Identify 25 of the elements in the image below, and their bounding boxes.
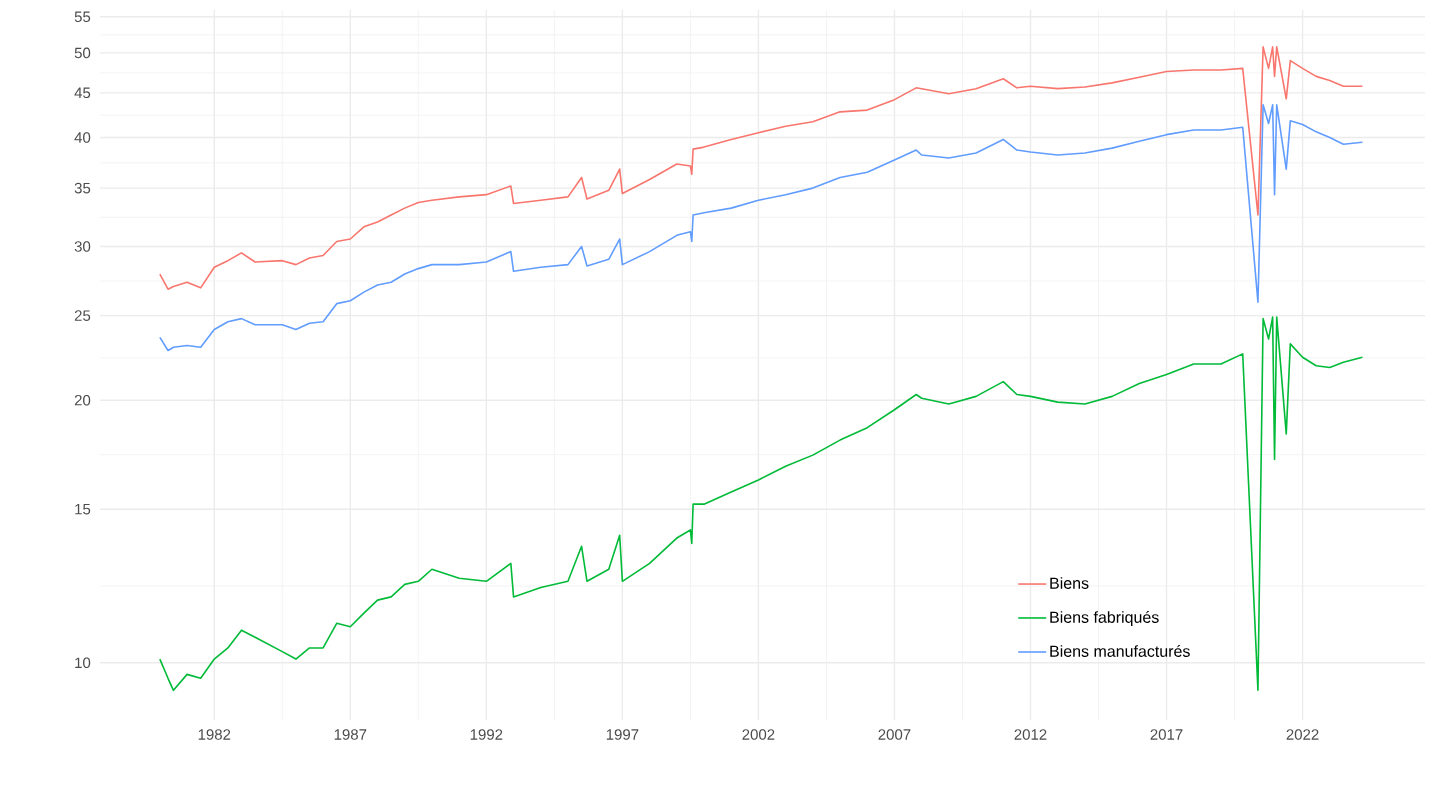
y-tick-label: 15 (75, 503, 91, 515)
x-tick-label: 2007 (878, 729, 911, 740)
x-tick-label: 1982 (198, 729, 231, 740)
y-tick-label: 55 (74, 11, 91, 23)
line-series (159, 46, 1364, 291)
x-tick-label: 2002 (742, 729, 775, 740)
legend-label: Biens manufacturés (1050, 644, 1190, 657)
y-tick-label: 40 (74, 132, 91, 143)
line-series (159, 104, 1364, 352)
x-tick-label: 2022 (1286, 729, 1319, 740)
y-tick-label: 30 (74, 241, 91, 252)
y-tick-label: 45 (74, 87, 91, 99)
line-series (159, 316, 1364, 692)
y-tick-label: 20 (74, 394, 91, 406)
x-tick-label: 2017 (1150, 729, 1183, 740)
x-tick-label: 2012 (1014, 729, 1047, 740)
y-tick-label: 25 (74, 310, 91, 321)
y-tick-label: 10 (75, 657, 91, 669)
y-tick-label: 35 (74, 182, 91, 194)
x-tick-label: 1992 (470, 729, 503, 740)
x-tick-label: 1987 (334, 729, 367, 740)
legend-label: Biens fabriqués (1050, 610, 1159, 627)
x-tick-label: 1997 (606, 729, 639, 740)
y-tick-label: 50 (74, 47, 91, 59)
legend-label: Biens (1050, 577, 1089, 589)
